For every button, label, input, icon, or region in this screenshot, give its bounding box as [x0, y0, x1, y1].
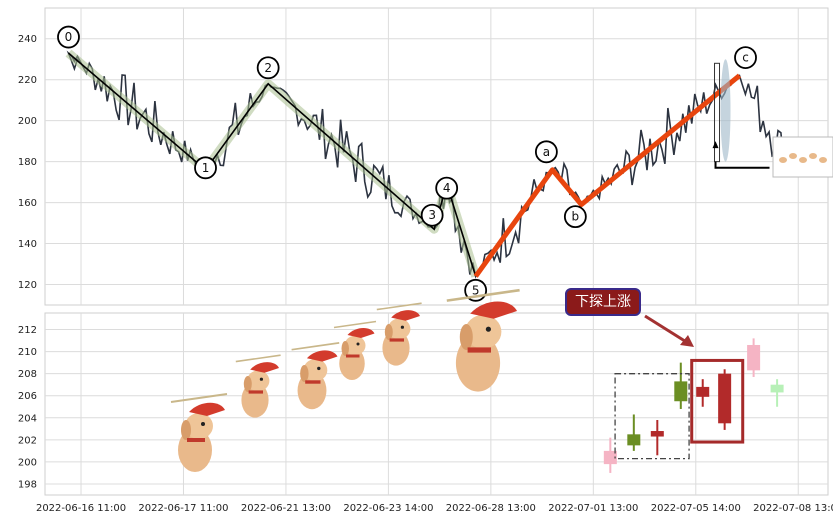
mini-puppy-icon	[809, 153, 817, 159]
candle-body	[674, 381, 688, 402]
pattern-highlight-box	[690, 358, 745, 444]
target-arrow-icon	[712, 141, 719, 149]
wave-label: 0	[65, 30, 73, 44]
callout-arrowhead-icon	[680, 335, 694, 347]
target-marker-ellipse	[720, 59, 731, 162]
upper-y-tick-label: 200	[18, 116, 37, 127]
puppy-helicopter-icon	[291, 342, 340, 410]
wave-label-circle	[57, 25, 80, 49]
wave-label: 5	[472, 283, 480, 297]
lower-y-tick-label: 202	[18, 435, 37, 446]
upper-y-tick-label: 160	[18, 198, 37, 209]
x-tick-label: 2022-06-16 11:00	[36, 503, 126, 514]
candle-body	[650, 431, 664, 437]
x-tick-label: 2022-06-17 11:00	[138, 503, 228, 514]
upper-y-tick-label: 220	[18, 75, 37, 86]
lower-panel-frame	[44, 312, 829, 496]
lower-candle-panel: 198 200 202 204 206 208 210 212 下探上涨	[18, 288, 829, 496]
wave-label-circle	[256, 56, 280, 80]
upper-y-tick-label: 140	[18, 239, 37, 250]
x-tick-label: 2022-07-01 13:00	[548, 503, 638, 514]
wave-label-circle	[534, 140, 558, 164]
wave-label: 1	[202, 161, 210, 175]
x-tick-label: 2022-06-23 14:00	[343, 503, 433, 514]
puppy-helicopter-icon	[235, 354, 281, 418]
puppy-helicopter-icon	[376, 302, 422, 366]
x-axis-ticks: 2022-06-16 11:00 2022-06-17 11:00 2022-06-…	[36, 503, 833, 514]
candle-body	[603, 450, 617, 465]
candle-body	[747, 344, 761, 371]
wave-label: b	[572, 210, 580, 224]
lower-y-tick-label: 208	[18, 369, 37, 380]
corrective-wave-line	[473, 73, 742, 278]
callout-text: 下探上涨	[575, 294, 631, 310]
wave-label: 3	[428, 208, 436, 222]
wave-label: a	[543, 145, 550, 159]
target-bracket	[714, 161, 770, 169]
mini-puppy-icon	[819, 157, 827, 163]
mini-puppy-icon	[789, 153, 797, 159]
upper-y-tick-label: 120	[18, 280, 37, 291]
pattern-dashed-box	[614, 373, 690, 460]
upper-y-tick-label: 240	[18, 34, 37, 45]
wave-label: 2	[264, 61, 272, 75]
upper-panel-frame	[44, 7, 829, 306]
mini-puppy-icon	[779, 157, 787, 163]
puppy-helicopter-stickers	[170, 288, 520, 472]
puppy-helicopter-icon	[446, 288, 520, 392]
callout-box	[565, 288, 641, 316]
wave-label-circle	[435, 176, 459, 200]
x-tick-label: 2022-06-21 13:00	[241, 503, 331, 514]
wave-label-circle	[420, 203, 444, 227]
target-marker-box	[714, 62, 721, 163]
lower-y-tick-label: 200	[18, 457, 37, 468]
lower-y-tick-label: 212	[18, 325, 37, 336]
x-tick-label: 2022-07-08 13:00	[753, 503, 833, 514]
lower-y-tick-label: 210	[18, 347, 37, 358]
wave-label-circle	[194, 156, 217, 180]
upper-price-panel: 120 140 160 180 200 220 240 0 1 2 34 5 a b c	[18, 7, 833, 306]
mini-puppy-icon	[799, 157, 807, 163]
candle-body	[696, 386, 710, 397]
lower-y-tick-label: 198	[18, 479, 37, 490]
lower-y-tick-label: 204	[18, 413, 37, 424]
puppy-helicopter-icon	[333, 320, 377, 380]
candle-body	[770, 384, 784, 393]
candle-body	[627, 434, 641, 446]
x-tick-label: 2022-07-05 14:00	[651, 503, 741, 514]
candle-body	[718, 373, 732, 424]
callout-arrow	[644, 314, 689, 345]
lower-y-tick-label: 206	[18, 391, 37, 402]
upper-y-tick-label: 180	[18, 157, 37, 168]
wave-label-circle	[563, 205, 587, 229]
puppy-helicopter-icon	[170, 393, 228, 472]
wave-label: 4	[443, 181, 451, 195]
wave-label-circle	[734, 46, 757, 69]
x-tick-label: 2022-06-28 13:00	[446, 503, 536, 514]
impulse-wave-line	[67, 52, 477, 277]
wave-label: c	[742, 51, 749, 65]
